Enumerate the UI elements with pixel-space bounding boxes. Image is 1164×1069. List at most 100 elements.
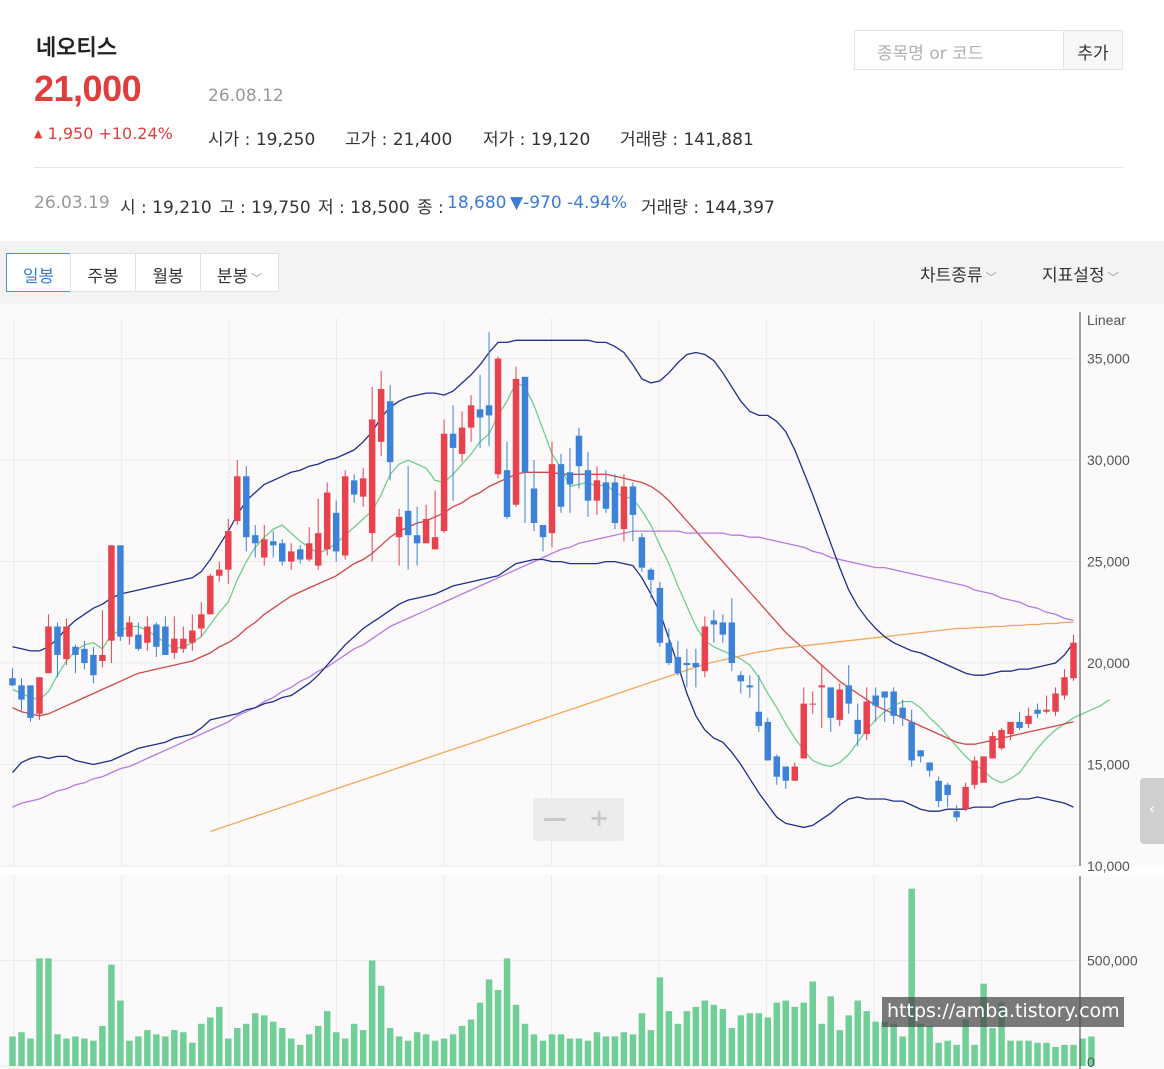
candle-body	[252, 535, 259, 544]
volume-bar	[989, 1028, 996, 1066]
candle-body	[674, 656, 682, 674]
stock-header: 네오티스 21,000 26.08.12 ▲ 1,950 +10.24% 시가 …	[0, 0, 1164, 240]
volume-bar	[72, 1036, 79, 1066]
side-panel-toggle[interactable]: ‹	[1140, 778, 1164, 844]
candle-body	[144, 626, 151, 643]
volume-bar	[54, 1034, 61, 1066]
volume-bar	[476, 1002, 484, 1066]
candle-body	[629, 486, 637, 515]
candle-body	[63, 626, 70, 659]
volume-bar	[243, 1023, 250, 1066]
add-button[interactable]: 추가	[1063, 30, 1123, 70]
open-price: 시가 : 19,250	[208, 130, 316, 150]
volume-bar	[99, 1025, 106, 1066]
grid	[0, 318, 1164, 1069]
change-value: 1,950 +10.24%	[47, 124, 173, 143]
candle-body	[467, 405, 475, 428]
tab-minute-label: 분봉	[216, 267, 249, 287]
volume-bar	[935, 1042, 942, 1066]
current-price: 21,000	[34, 68, 142, 109]
candle-body	[350, 480, 358, 495]
candle-body	[782, 766, 790, 781]
zoom-in-button[interactable]: +	[589, 804, 610, 832]
volume-bar	[45, 958, 52, 1066]
volume-bar	[458, 1025, 466, 1066]
volume-bar	[1070, 1044, 1077, 1066]
candle-body	[584, 470, 592, 501]
candle-body	[755, 711, 763, 726]
volume-bar	[90, 1040, 97, 1066]
candle-body	[791, 766, 799, 781]
volume-bar	[818, 1023, 825, 1066]
candle-body	[512, 378, 520, 505]
candle-body	[36, 677, 43, 714]
tab-daily[interactable]: 일봉	[6, 253, 71, 292]
tab-minute[interactable]: 분봉 ﹀	[200, 253, 279, 292]
ma-line-4	[12, 339, 1075, 676]
volume-bar	[359, 1030, 367, 1066]
volume-bar	[9, 1036, 16, 1066]
volume-bar	[665, 1011, 673, 1066]
volume-bar	[899, 1036, 906, 1066]
candle-body	[1061, 677, 1068, 696]
volume-bar	[18, 1032, 25, 1066]
volume-bar	[422, 1034, 430, 1066]
volume-bar	[1007, 1040, 1014, 1066]
tab-weekly[interactable]: 주봉	[70, 253, 136, 292]
candle-body	[989, 736, 996, 759]
chart-type-dropdown[interactable]: 차트종류 ﹀	[920, 261, 997, 286]
scale-label: Linear	[1087, 312, 1126, 328]
up-arrow-icon: ▲	[34, 127, 43, 140]
volume-bar	[171, 1030, 178, 1066]
candle-body	[314, 533, 322, 566]
chart-area[interactable]: Linear 35,000 30,000 25,000 20,000 15,000 10,0…	[0, 304, 1164, 1069]
candle-body	[710, 620, 718, 625]
prev-low: 저 : 18,500	[318, 198, 410, 218]
volume-bar	[845, 1015, 852, 1066]
volume-bar	[287, 1038, 295, 1066]
candle-body	[440, 433, 448, 532]
candle-body	[845, 685, 852, 704]
candle-body	[287, 551, 295, 562]
indicator-settings-dropdown[interactable]: 지표설정 ﹀	[1042, 261, 1119, 286]
candle-body	[323, 492, 331, 550]
zoom-out-button[interactable]: —	[543, 804, 567, 832]
candle-body	[836, 689, 843, 720]
candle-body	[1034, 709, 1041, 714]
volume-bar	[971, 1044, 978, 1066]
search-input[interactable]: 종목명 or 코드	[854, 30, 1064, 70]
candle-body	[773, 756, 781, 777]
candle-body	[359, 478, 367, 497]
candle-body	[332, 512, 340, 552]
volume-bar	[36, 958, 43, 1066]
candle-body	[494, 358, 502, 475]
candle-body	[117, 545, 124, 637]
candle-body	[270, 541, 277, 546]
candle-body	[854, 719, 861, 735]
candle-body	[189, 630, 196, 643]
volume-tick-label: 500,000	[1087, 952, 1138, 968]
ma-line-5	[12, 558, 1074, 829]
volume-bar	[270, 1021, 277, 1066]
candle-body	[1052, 693, 1059, 712]
volume-bar	[809, 981, 816, 1066]
candle-body	[9, 678, 16, 686]
candle-body	[557, 464, 565, 507]
volume-bar	[1061, 1044, 1068, 1066]
volume-bar	[386, 1028, 394, 1066]
volume-bar	[1016, 1040, 1023, 1066]
prev-high: 고 : 19,750	[219, 198, 311, 218]
stock-chart[interactable]: Linear 35,000 30,000 25,000 20,000 15,000 10,0…	[0, 304, 1164, 1069]
volume-bar	[323, 1011, 331, 1066]
tab-monthly[interactable]: 월봉	[135, 253, 201, 292]
prev-close: 18,680	[447, 193, 507, 213]
volume-bar	[252, 1013, 259, 1066]
candle-body	[377, 389, 385, 442]
candle-body	[1007, 721, 1014, 735]
volume-bar	[207, 1017, 214, 1066]
volume-bar	[854, 1000, 861, 1066]
candle-body	[99, 654, 106, 662]
candle-body	[638, 537, 646, 568]
chart-type-label: 차트종류	[920, 266, 983, 286]
volume-bar	[1088, 1036, 1095, 1066]
